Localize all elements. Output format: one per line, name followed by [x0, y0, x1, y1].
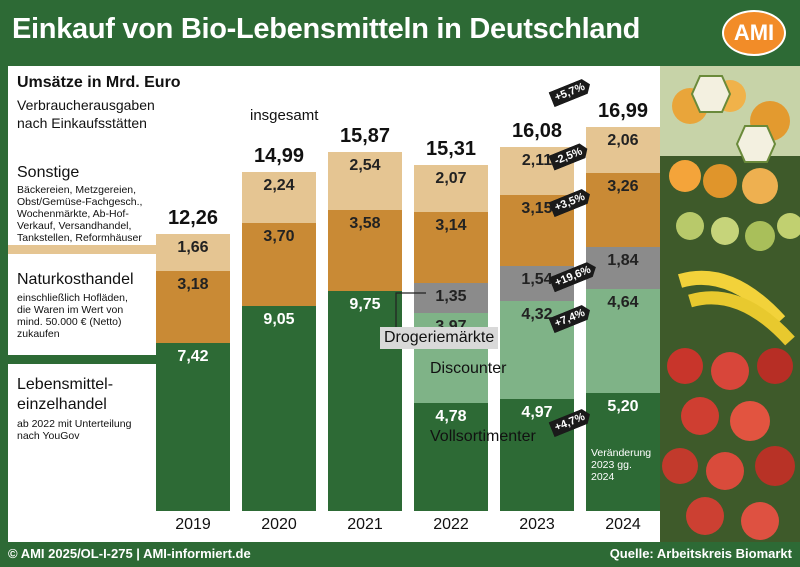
bar-segment-naturkost-2021 [328, 208, 402, 291]
vollsortimenter-label: Vollsortimenter [430, 428, 536, 445]
legend-subtitle-2: nach Einkaufsstätten [17, 115, 147, 131]
value-label-discounter-2023: 4,32 [521, 306, 553, 324]
discounter-label: Discounter [430, 360, 507, 377]
legend-leh-2: einzelhandel [17, 396, 107, 413]
value-label-sonstige-2023: 2,11 [521, 152, 553, 170]
bar-segment-sonstige-2024 [586, 125, 660, 174]
bar-segment-sonstige-2020 [242, 171, 316, 223]
year-label-2024: 2024 [605, 516, 641, 533]
value-label-discounter-2024: 4,64 [607, 293, 639, 311]
value-label-naturkost-2023: 3,15 [521, 200, 553, 218]
value-label-vollsortimenter-2022: 4,78 [435, 407, 467, 425]
drogerie-leader-line [395, 292, 426, 327]
year-label-2019: 2019 [175, 516, 211, 533]
bar-segment-sonstige-2022 [414, 163, 488, 212]
value-label-vollsortimenter-2024: 5,20 [607, 398, 639, 416]
value-label-drogerie-2023: 1,54 [521, 271, 553, 289]
total-label-2022: 15,31 [425, 137, 477, 160]
bar-segment-naturkost-2020 [242, 221, 316, 307]
total-label-2024: 16,99 [597, 99, 649, 122]
legend-subtitle-1: Verbraucherausgaben [17, 97, 155, 113]
total-label-2019: 12,26 [167, 206, 219, 229]
header-band: Einkauf von Bio-Lebensmitteln in Deutsch… [0, 0, 800, 66]
value-label-vollsortimenter-2023: 4,97 [521, 403, 553, 421]
chart-title: Einkauf von Bio-Lebensmitteln in Deutsch… [12, 13, 641, 45]
footer-source: Quelle: Arbeitskreis Biomarkt [609, 546, 792, 561]
total-label-2023: 16,08 [511, 120, 563, 143]
value-label-sonstige-2022: 2,07 [435, 169, 467, 187]
produce-photo [660, 66, 800, 542]
legend-strip-leh [8, 355, 158, 364]
legend-sonstige-desc-5: Tankstellen, Reformhäuser [17, 232, 142, 244]
value-label-naturkost-2021: 3,58 [349, 214, 381, 232]
value-label-naturkost-2020: 3,70 [263, 227, 295, 245]
legend-leh-desc-1: ab 2022 mit Unterteilung [17, 418, 132, 430]
bar-segment-naturkost-2019 [156, 270, 230, 344]
legend-naturkost-desc-2: die Waren im Wert von [17, 304, 124, 316]
legend-sonstige-desc-1: Bäckereien, Metzgereien, [17, 184, 137, 196]
value-label-drogerie-2024: 1,84 [607, 252, 639, 270]
bar-segment-sonstige-2019 [156, 232, 230, 272]
legend-naturkost-desc-1: einschließlich Hofläden, [17, 292, 128, 304]
bar-segment-vollsortimenter-2022 [414, 401, 488, 511]
legend-leh-1: Lebensmittel- [17, 376, 114, 393]
ami-logo: AMI [722, 10, 786, 56]
value-label-vollsortimenter-2019: 7,42 [177, 348, 209, 366]
footer-band: © AMI 2025/OL-I-275 | AMI-informiert.de … [0, 542, 800, 567]
legend-naturkost-desc-4: zukaufen [17, 328, 60, 340]
insgesamt-label: insgesamt [250, 107, 319, 124]
legend-sonstige-desc-2: Obst/Gemüse-Fachgesch., [17, 196, 143, 208]
value-label-sonstige-2021: 2,54 [349, 157, 381, 175]
legend-sonstige: Sonstige [17, 164, 80, 181]
change-note-3: 2024 [591, 471, 615, 483]
legend-sonstige-desc-3: Wochenmärkte, Ab-Hof- [17, 208, 129, 220]
total-label-2020: 14,99 [253, 145, 305, 168]
drogerie-label: Drogeriemärkte [380, 327, 499, 349]
legend-leh-desc-2: nach YouGov [17, 430, 80, 442]
legend-naturkost: Naturkosthandel [17, 271, 134, 288]
total-label-2021: 15,87 [339, 125, 391, 148]
bar-segment-sonstige-2021 [328, 151, 402, 210]
value-label-sonstige-2020: 2,24 [263, 177, 295, 195]
value-label-naturkost-2019: 3,18 [177, 276, 209, 294]
bar-segment-vollsortimenter-2020 [242, 305, 316, 511]
year-label-2021: 2021 [347, 516, 383, 533]
legend-title: Umsätze in Mrd. Euro [17, 74, 181, 91]
legend-naturkost-desc-3: mind. 50.000 € (Netto) [17, 316, 122, 328]
legend-strip-sonstige [8, 245, 158, 254]
value-label-sonstige-2024: 2,06 [607, 131, 639, 149]
value-label-naturkost-2024: 3,26 [607, 178, 639, 196]
bar-segment-naturkost-2024 [586, 172, 660, 248]
bar-segment-vollsortimenter-2019 [156, 342, 230, 511]
change-note-1: Veränderung [591, 447, 652, 459]
change-note: Veränderung 2023 gg. 2024 [591, 447, 651, 483]
legend-sonstige-desc-4: Verkauf, Versandhandel, [17, 220, 132, 232]
year-label-2023: 2023 [519, 516, 555, 533]
bar-segment-vollsortimenter-2021 [328, 289, 402, 511]
value-label-vollsortimenter-2021: 9,75 [349, 295, 381, 313]
value-label-drogerie-2022: 1,35 [435, 287, 467, 305]
footer-copyright: © AMI 2025/OL-I-275 | AMI-informiert.de [8, 546, 251, 561]
value-label-vollsortimenter-2020: 9,05 [263, 311, 295, 329]
bar-segment-vollsortimenter-2024 [586, 392, 660, 511]
value-label-sonstige-2019: 1,66 [177, 238, 209, 256]
bar-segment-discounter-2024 [586, 287, 660, 394]
year-label-2020: 2020 [261, 516, 297, 533]
change-note-2: 2023 gg. [591, 459, 632, 471]
year-label-2022: 2022 [433, 516, 469, 533]
value-label-naturkost-2022: 3,14 [435, 216, 467, 234]
